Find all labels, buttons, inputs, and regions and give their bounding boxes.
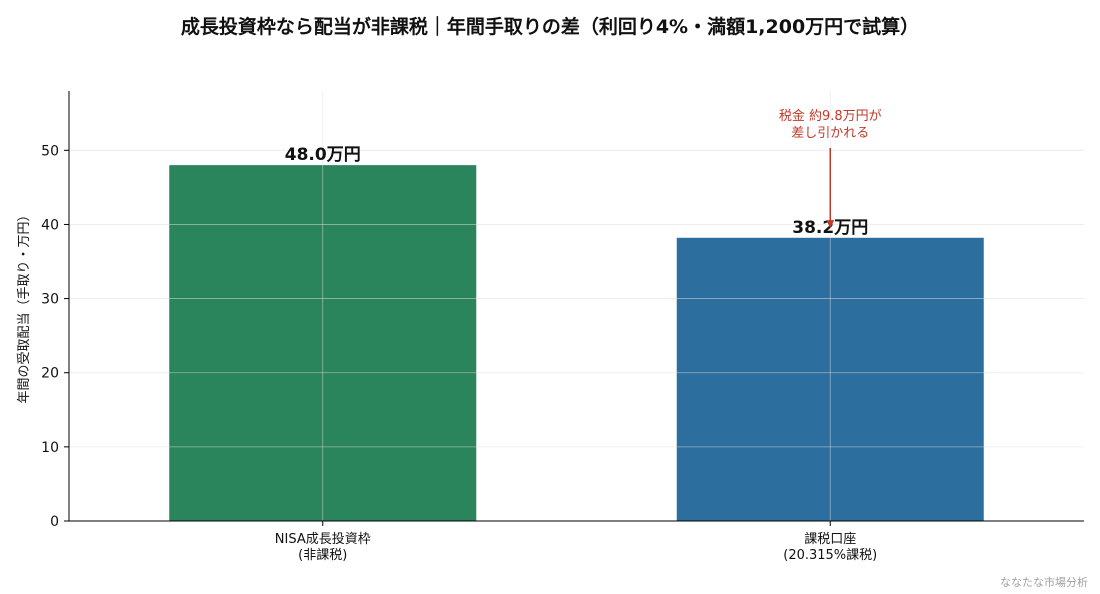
x-tick-label: 課税口座(20.315%課税) xyxy=(783,531,877,563)
y-tick-label: 10 xyxy=(41,440,59,456)
y-tick-label: 30 xyxy=(41,292,59,308)
annotation-text: 税金 約9.8万円が差し引かれる xyxy=(779,108,882,141)
x-tick-label: NISA成長投資枠(非課税) xyxy=(275,531,371,563)
y-axis-label: 年間の受取配当（手取り・万円） xyxy=(17,208,32,403)
annotation-arrow-head xyxy=(826,220,835,229)
credit-text: ななたな市場分析 xyxy=(1000,576,1088,589)
y-tick-label: 20 xyxy=(41,366,59,382)
bar-value-label: 48.0万円 xyxy=(285,145,361,165)
y-tick-label: 0 xyxy=(50,514,59,530)
y-tick-label: 40 xyxy=(41,217,59,233)
chart-title: 成長投資枠なら配当が非課税｜年間手取りの差（利回り4%・満額1,200万円で試算… xyxy=(180,16,920,38)
y-tick-label: 50 xyxy=(41,143,59,159)
